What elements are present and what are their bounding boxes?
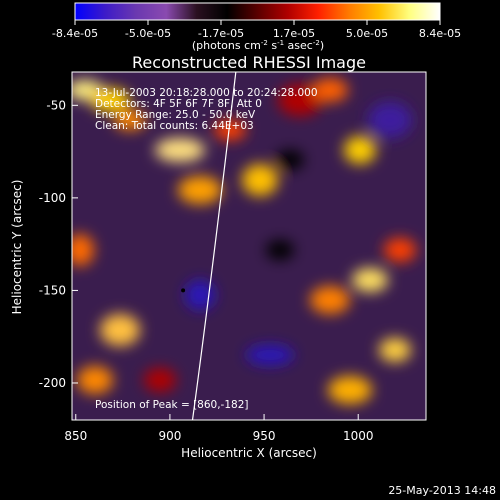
x-axis: 850 900 950 1000	[64, 414, 373, 443]
heatmap-area	[72, 72, 426, 420]
y-tick-label: -150	[39, 283, 66, 297]
annotation-block: 13-Jul-2003 20:18:28.000 to 20:24:28.000…	[95, 87, 318, 132]
colorbar-tick-label: 1.7e-05	[273, 27, 315, 40]
colorbar-tick-label: 5.0e-05	[346, 27, 388, 40]
annotation-line: Energy Range: 25.0 - 50.0 keV	[95, 109, 256, 121]
solar-limb-line	[191, 72, 237, 420]
x-tick-label: 1000	[343, 429, 374, 443]
colorbar	[74, 2, 441, 21]
y-tick-label: -50	[46, 98, 66, 112]
y-tick-label: -200	[39, 376, 66, 390]
x-tick-label: 900	[158, 429, 181, 443]
source-marker	[181, 288, 186, 293]
colorbar-tick-label: -1.7e-05	[198, 27, 244, 40]
colorbar-tick-label: -5.0e-05	[125, 27, 171, 40]
colorbar-tick-label: 8.4e-05	[419, 27, 461, 40]
x-tick-label: 950	[253, 429, 276, 443]
chart-title: Reconstructed RHESSI Image	[132, 53, 366, 72]
annotation-line: Clean: Total counts: 6.44E+03	[95, 120, 254, 132]
y-tick-label: -100	[39, 191, 66, 205]
y-axis-label: Heliocentric Y (arcsec)	[10, 180, 24, 315]
annotation-line: 13-Jul-2003 20:18:28.000 to 20:24:28.000	[95, 87, 318, 99]
y-axis: -50 -100 -150 -200	[39, 98, 78, 390]
x-axis-label: Heliocentric X (arcsec)	[181, 446, 317, 460]
plot-frame	[71, 71, 427, 421]
peak-label: Position of Peak = [860,-182]	[95, 399, 249, 411]
x-tick-label: 850	[64, 429, 87, 443]
colorbar-unit: (photons cm-2 s-1 asec-2)	[192, 39, 324, 52]
footer-date: 25-May-2013 14:48	[388, 484, 496, 497]
annotation-line: Detectors: 4F 5F 6F 7F 8F, Att 0	[95, 98, 262, 110]
colorbar-ticks: -8.4e-05 -5.0e-05 -1.7e-05 1.7e-05 5.0e-05 8.…	[52, 20, 461, 40]
colorbar-tick-label: -8.4e-05	[52, 27, 98, 40]
